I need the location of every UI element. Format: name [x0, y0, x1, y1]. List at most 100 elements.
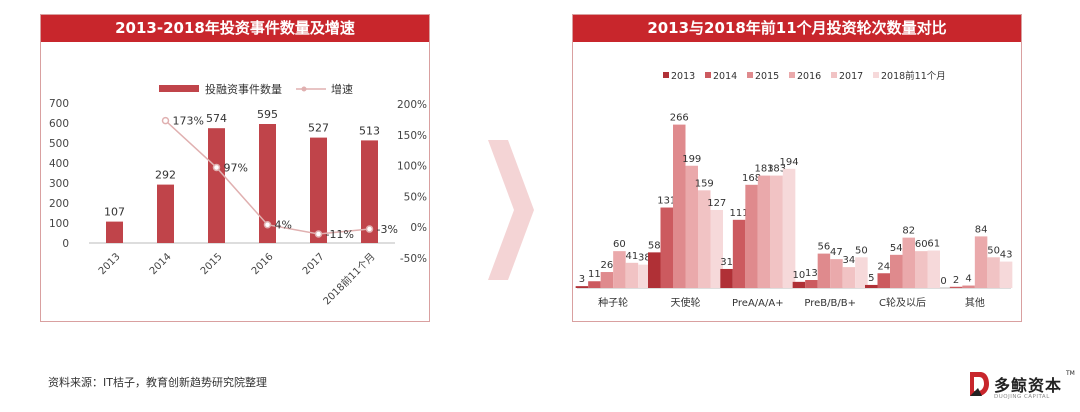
bar [588, 281, 601, 288]
bar-value-label: 38 [638, 253, 651, 264]
legend-swatch [705, 72, 711, 78]
x-tick-label: PreA/A/A+ [732, 298, 784, 309]
bar [817, 253, 831, 288]
y2-tick-label: 200% [397, 99, 427, 111]
logo-subtitle: DUOJING CAPITAL [994, 394, 1050, 400]
bar-value-label: 61 [927, 239, 940, 250]
bar [310, 137, 327, 243]
bar-value-label: 159 [695, 178, 714, 189]
bar-value-label: 11 [588, 269, 601, 280]
bar [949, 286, 963, 288]
legend-label: 2017 [839, 71, 863, 82]
y2-tick-label: -50% [400, 253, 427, 265]
bar [770, 175, 783, 288]
legend-swatch [789, 72, 795, 78]
legend-swatch [873, 72, 879, 78]
bar [208, 128, 225, 243]
bar-value-label: 82 [902, 226, 915, 237]
bar [625, 262, 639, 288]
bar-value-label: 527 [308, 122, 329, 135]
bar-value-label: 111 [730, 208, 749, 219]
bar [157, 184, 174, 243]
bar [974, 236, 988, 288]
bar-value-label: 183 [767, 164, 786, 175]
y-tick-label: 200 [49, 198, 69, 210]
x-tick-label: 种子轮 [598, 296, 628, 309]
investment-events-chart: 投融资事件数量 增速 0 100 200 300 400 500 600 700 -50% 0% 50%… [49, 82, 427, 307]
bar [361, 140, 378, 243]
bar [638, 264, 651, 288]
x-tick-label: 其他 [965, 296, 985, 309]
bar [732, 219, 746, 288]
bar-value-label: 43 [1000, 250, 1013, 261]
bar [710, 209, 723, 288]
bar [842, 267, 856, 288]
y-tick-label: 300 [49, 178, 69, 190]
bar-value-label: 2 [953, 275, 959, 286]
legend-label: 2018前11个月 [881, 70, 946, 82]
bar-value-label: 595 [257, 108, 278, 121]
bar [782, 168, 796, 288]
bar-value-label: 131 [657, 196, 676, 207]
bar-value-label: 292 [155, 169, 176, 182]
bar-value-label: 54 [890, 243, 903, 254]
x-tick-label: 2014 [148, 251, 174, 277]
bar-value-label: 50 [855, 245, 868, 256]
bar-value-label: 0 [940, 276, 946, 287]
bar-value-label: 574 [206, 112, 227, 125]
bar-value-label: 5 [868, 273, 874, 284]
bar-value-label: 107 [104, 206, 125, 219]
bar [877, 273, 890, 288]
legend-swatch [831, 72, 837, 78]
company-logo: 多鲸资本 TM DUOJING CAPITAL [968, 370, 1078, 406]
bar [830, 259, 843, 288]
legend-swatch [663, 72, 669, 78]
x-tick-label: 2016 [250, 251, 276, 277]
y2-tick-label: 100% [397, 161, 427, 173]
chart-panel-investment-events: 2013-2018年投资事件数量及增速 投融资事件数量 增速 0 100 200 300 4… [40, 14, 430, 322]
x-tick-label: 2013 [97, 251, 123, 277]
bar-value-label: 513 [359, 124, 380, 137]
whale-logo-icon [970, 372, 989, 396]
arrow-decoration [488, 140, 534, 280]
bar-value-label: 13 [805, 268, 818, 279]
source-note: 资料来源：IT桔子，教育创新趋势研究院整理 [48, 376, 267, 389]
bar-value-label: 50 [987, 245, 1000, 256]
legend-label: 2013 [671, 71, 695, 82]
y2-tick-label: 0% [410, 222, 427, 234]
bar [660, 207, 673, 288]
growth-value-label: 97% [224, 161, 248, 174]
chart-title: 2013-2018年投资事件数量及增速 [41, 15, 429, 42]
growth-point [263, 220, 272, 229]
y-tick-label: 500 [49, 138, 69, 150]
bar [600, 272, 614, 288]
bar [855, 257, 868, 288]
bar [805, 280, 818, 288]
bar [685, 165, 698, 288]
growth-value-label: -11% [326, 228, 354, 241]
bar-value-label: 24 [877, 261, 890, 272]
bar [698, 190, 711, 288]
bar-value-label: 26 [601, 260, 614, 271]
x-tick-label: 天使轮 [671, 296, 701, 309]
bar-value-label: 3 [579, 274, 585, 285]
bar-value-label: 58 [648, 240, 661, 251]
bar-value-label: 60 [613, 239, 626, 250]
bar [927, 250, 940, 288]
bar [902, 237, 915, 288]
growth-value-label: 4% [275, 219, 292, 232]
bar [720, 268, 733, 288]
legend-label-bar: 投融资事件数量 [205, 82, 282, 96]
chart-panel-rounds-comparison: 2013与2018年前11个月投资轮次数量对比 2013 2014 2015 2016… [572, 14, 1022, 322]
bar-value-label: 199 [682, 154, 701, 165]
bar-value-label: 168 [742, 173, 761, 184]
bar [575, 286, 589, 288]
bar-value-label: 194 [780, 157, 799, 168]
bar-value-label: 60 [915, 239, 928, 250]
growth-point [365, 225, 374, 233]
bar-value-label: 34 [843, 255, 856, 266]
logo-name: 多鲸资本 [994, 376, 1063, 395]
bar-value-label: 183 [755, 164, 774, 175]
bar-value-label: 127 [707, 198, 726, 209]
bar [757, 175, 771, 288]
